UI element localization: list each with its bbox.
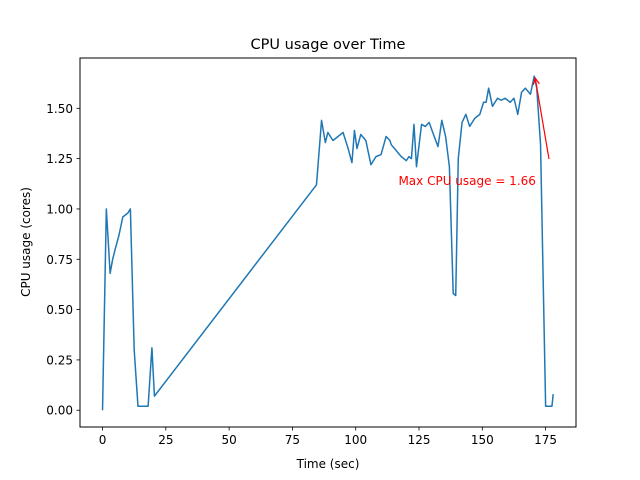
x-tick-label: 175 xyxy=(534,433,557,447)
annotation-arrowhead xyxy=(532,76,540,86)
x-tick-label: 100 xyxy=(344,433,367,447)
annotation-arrow xyxy=(534,78,550,160)
x-tick-label: 150 xyxy=(471,433,494,447)
plot-area xyxy=(101,75,554,411)
x-tick-label: 75 xyxy=(285,433,300,447)
y-tick-label: 1.50 xyxy=(46,102,73,116)
y-tick-label: 0.50 xyxy=(46,303,73,317)
x-tick-label: 125 xyxy=(408,433,431,447)
y-tick-label: 1.00 xyxy=(46,202,73,216)
x-tick-label: 50 xyxy=(221,433,236,447)
plot-frame xyxy=(79,57,577,428)
max-annotation: Max CPU usage = 1.66 xyxy=(398,76,550,188)
x-axis-ticks: 0 25 50 75 100 125 150 175 xyxy=(99,427,557,447)
x-tick-label: 0 xyxy=(99,433,107,447)
y-tick-label: 1.25 xyxy=(46,152,73,166)
chart-title: CPU usage over Time xyxy=(251,37,406,53)
x-tick-label: 25 xyxy=(158,433,173,447)
annotation-text: Max CPU usage = 1.66 xyxy=(398,174,535,188)
y-axis-ticks: 0.00 0.25 0.50 0.75 1.00 1.25 1.50 xyxy=(46,102,80,418)
x-axis-label: Time (sec) xyxy=(296,457,360,471)
y-axis-label: CPU usage (cores) xyxy=(19,187,33,297)
y-tick-label: 0.75 xyxy=(46,253,73,267)
y-tick-label: 0.25 xyxy=(46,353,73,367)
y-tick-label: 0.00 xyxy=(46,404,73,418)
series-line-0 xyxy=(101,75,554,411)
